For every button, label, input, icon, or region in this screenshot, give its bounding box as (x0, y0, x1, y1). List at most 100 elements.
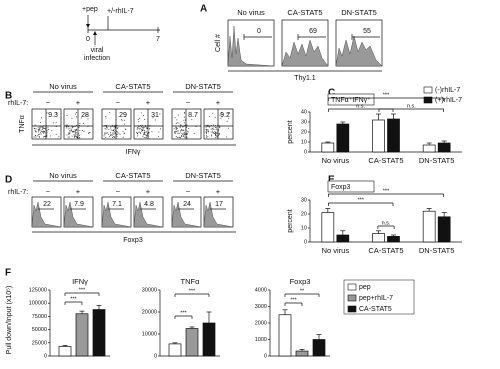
event-dot (183, 116, 185, 118)
event-dot (178, 136, 180, 138)
event-dot (214, 132, 216, 134)
significance: *** (290, 297, 297, 303)
event-dot (141, 130, 143, 132)
legend-swatch (423, 96, 433, 104)
event-dot (74, 131, 76, 133)
event-dot (215, 128, 217, 130)
event-dot (211, 135, 213, 137)
event-dot (214, 133, 216, 135)
event-dot (207, 136, 209, 138)
event-dot (141, 126, 143, 128)
event-dot (37, 135, 39, 137)
y-tick-label: 50000 (32, 327, 47, 333)
event-dot (69, 131, 71, 133)
event-dot (46, 130, 48, 132)
chart-title: TNFα⁺IFNγ⁺ (331, 97, 371, 104)
y-axis-label: TNFα (19, 115, 26, 133)
event-dot (227, 127, 229, 129)
event-dot (71, 130, 73, 132)
event-dot (179, 131, 181, 133)
bar (321, 142, 335, 153)
event-dot (116, 128, 118, 130)
event-dot (212, 124, 214, 126)
event-dot (184, 131, 186, 133)
treatment-label: rhIL-7: (8, 100, 28, 107)
x-axis-label: Foxp3 (123, 237, 143, 244)
event-dot (73, 136, 75, 138)
event-dot (39, 136, 41, 138)
event-dot (211, 128, 213, 130)
event-dot (143, 115, 145, 117)
bar (372, 233, 385, 243)
event-dot (73, 130, 75, 132)
event-dot (48, 129, 50, 131)
event-dot (144, 119, 146, 121)
event-dot (41, 129, 43, 131)
significance: n.s. (382, 220, 391, 226)
gate-value: 7.1 (112, 201, 122, 208)
event-dot (173, 131, 175, 133)
event-dot (228, 117, 230, 119)
event-dot (142, 127, 144, 129)
event-dot (78, 134, 80, 136)
event-dot (208, 131, 210, 133)
event-dot (146, 126, 148, 128)
x-tick-label: DN-STAT5 (419, 246, 455, 255)
title-box (327, 180, 375, 193)
y-tick-label: 25000 (32, 340, 47, 346)
y-tick-label: 125000 (29, 287, 47, 293)
bar (422, 210, 436, 243)
event-dot (146, 135, 148, 137)
event-dot (191, 118, 193, 120)
y-tick-label: 0 (154, 353, 157, 359)
event-dot (218, 129, 220, 131)
event-dot (112, 137, 114, 139)
event-dot (46, 131, 48, 133)
panel-label: F (5, 268, 11, 279)
event-dot (108, 128, 110, 130)
column-header: CA-STAT5 (115, 82, 150, 91)
timeline-pep: +pep (82, 6, 98, 13)
y-tick-label: 0 (264, 353, 267, 359)
event-dot (66, 124, 68, 126)
event-dot (214, 131, 216, 133)
event-dot (140, 112, 142, 114)
bar (58, 346, 72, 357)
event-dot (158, 136, 160, 138)
y-tick-label: 20 (301, 129, 307, 135)
x-axis-label: Thy1.1 (294, 75, 316, 82)
event-dot (40, 126, 42, 128)
event-dot (206, 135, 208, 137)
event-dot (121, 118, 123, 120)
gate-value: 69 (309, 28, 317, 35)
event-dot (158, 131, 160, 133)
event-dot (140, 129, 142, 131)
event-dot (42, 132, 44, 134)
event-dot (75, 113, 77, 115)
chart-title: Foxp3 (331, 184, 351, 191)
event-dot (108, 133, 110, 135)
plot-frame (203, 108, 234, 140)
event-dot (40, 130, 42, 132)
event-dot (177, 114, 179, 116)
histogram (133, 201, 164, 228)
treatment-sign: − (46, 98, 51, 107)
event-dot (40, 117, 42, 119)
gate-value: 55 (363, 28, 371, 35)
event-dot (175, 131, 177, 133)
event-dot (183, 136, 185, 138)
event-dot (113, 126, 115, 128)
event-dot (175, 128, 177, 130)
legend-swatch (347, 305, 357, 313)
y-tick-label: 75000 (32, 314, 47, 320)
event-dot (138, 127, 140, 129)
gate-value: 9.3 (48, 112, 58, 119)
event-dot (66, 127, 68, 129)
event-dot (142, 135, 144, 137)
event-dot (188, 127, 190, 129)
subplot-title: Foxp3 (290, 277, 311, 286)
event-dot (42, 136, 44, 138)
bar (387, 118, 400, 153)
event-dot (35, 128, 37, 130)
